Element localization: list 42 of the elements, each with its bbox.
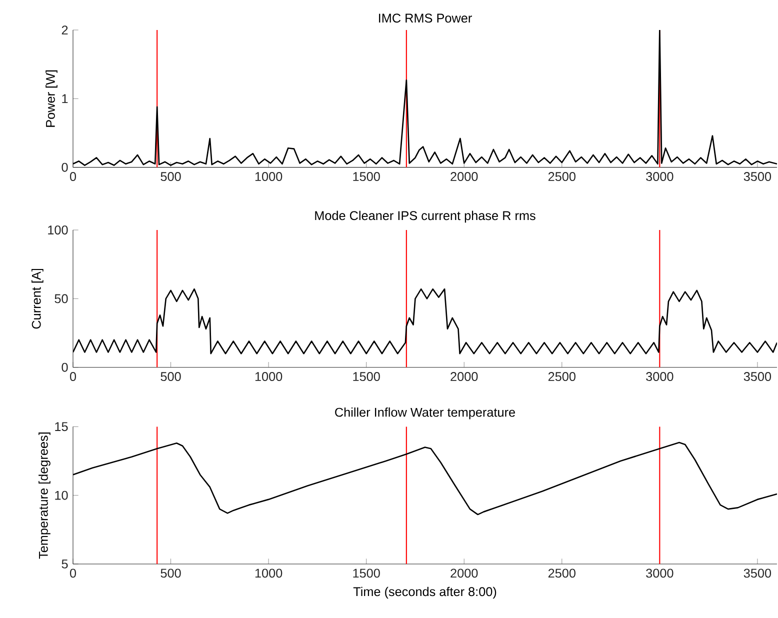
x-tick-label: 3000 xyxy=(646,372,674,382)
y-tick-label: 5 xyxy=(62,560,68,568)
y-tick-label: 0 xyxy=(62,162,68,172)
x-tick-label: 2000 xyxy=(450,568,478,578)
x-tick-label: 1000 xyxy=(255,372,282,382)
x-tick-label: 1500 xyxy=(353,172,380,182)
chart-title: Chiller Inflow Water temperature xyxy=(335,407,515,420)
y-tick-label: 10 xyxy=(55,490,68,500)
chart-title: IMC RMS Power xyxy=(379,14,472,23)
x-tick-label: 1000 xyxy=(255,568,282,578)
y-tick-label: 0 xyxy=(62,362,68,372)
x-tick-label: 1500 xyxy=(353,372,380,382)
line-series xyxy=(73,30,778,166)
chart-title: Mode Cleaner IPS current phase R rms xyxy=(315,210,536,223)
x-tick-label: 3000 xyxy=(646,172,674,182)
x-tick-label: 500 xyxy=(160,172,181,182)
x-tick-label: 3000 xyxy=(646,568,674,578)
y-axis-title: Current [A] xyxy=(32,268,44,329)
x-tick-label: 1000 xyxy=(255,172,282,182)
x-tick-label: 0 xyxy=(70,172,76,182)
x-tick-label: 2000 xyxy=(450,172,478,182)
x-tick-label: 2500 xyxy=(548,568,576,578)
x-axis-title: Time (seconds after 8:00) xyxy=(353,586,496,599)
y-tick-label: 50 xyxy=(54,294,68,304)
y-tick-label: 2 xyxy=(62,26,68,34)
x-tick-label: 1500 xyxy=(353,568,380,578)
y-axis-title: Power [W] xyxy=(46,70,58,127)
x-tick-label: 2500 xyxy=(548,172,576,182)
x-tick-label: 3500 xyxy=(744,568,772,578)
x-tick-label: 0 xyxy=(70,568,76,578)
y-tick-label: 100 xyxy=(48,226,68,234)
x-tick-label: 3500 xyxy=(744,172,772,182)
x-tick-label: 500 xyxy=(160,372,181,382)
y-axis-title: Temperature [degrees] xyxy=(38,432,50,559)
x-tick-label: 500 xyxy=(160,568,181,578)
y-tick-label: 1 xyxy=(62,94,68,104)
y-tick-label: 15 xyxy=(55,422,68,432)
line-series xyxy=(73,288,778,354)
x-tick-label: 0 xyxy=(70,372,76,382)
x-tick-label: 2500 xyxy=(548,372,576,382)
x-tick-label: 2000 xyxy=(450,372,478,382)
x-tick-label: 3500 xyxy=(744,372,772,382)
